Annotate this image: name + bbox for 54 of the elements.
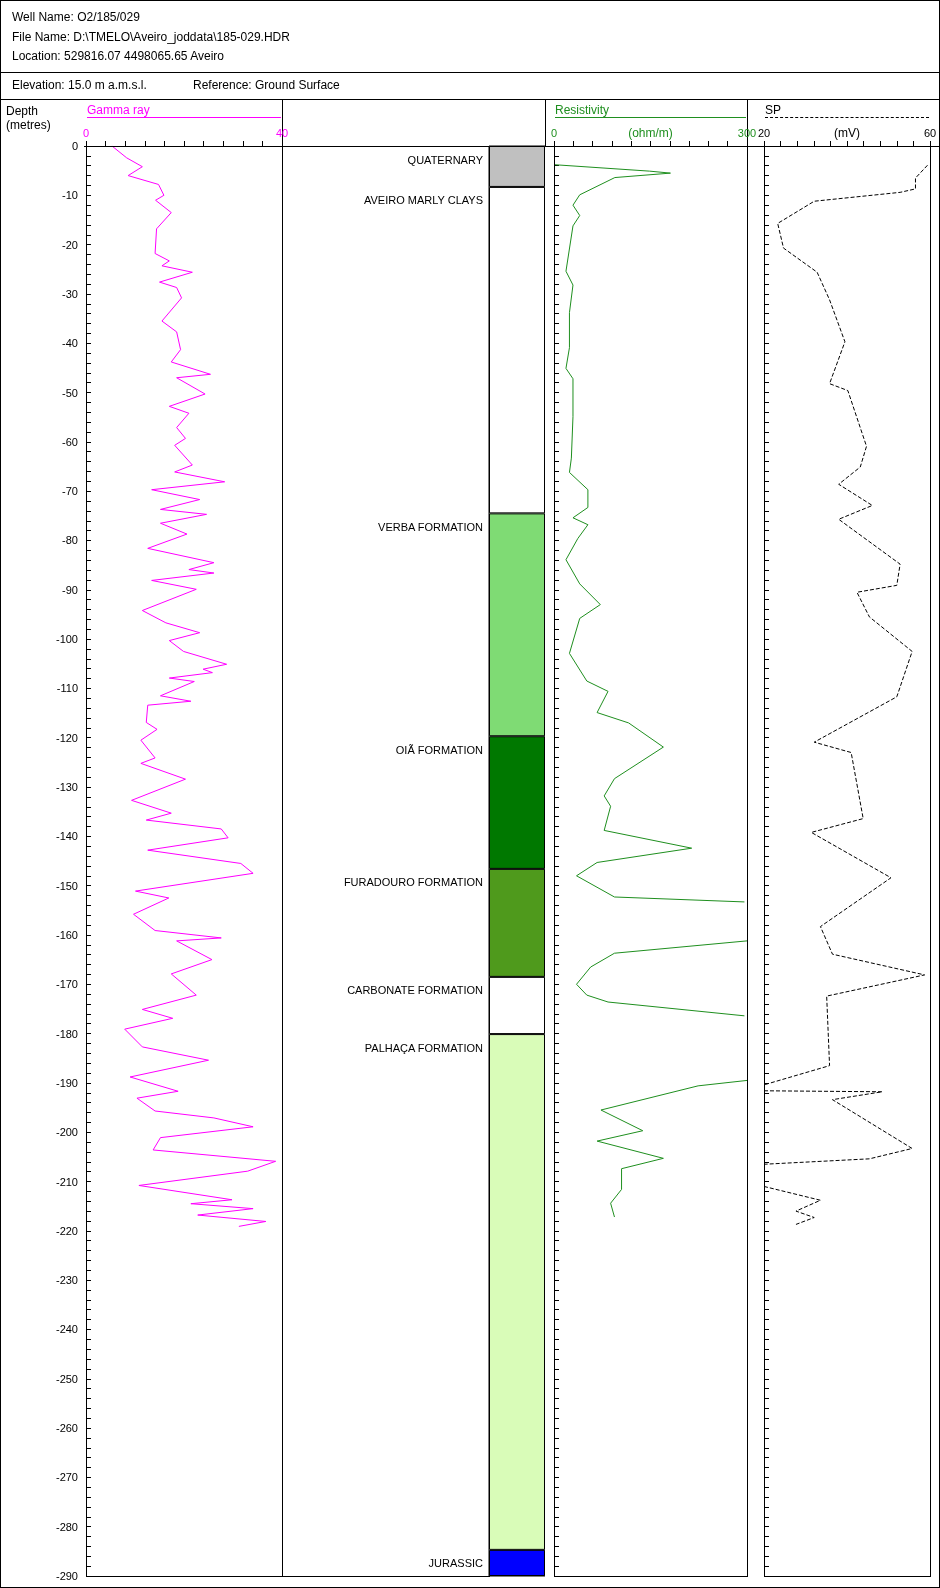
y-tick-label: -230 (55, 1274, 78, 1287)
y-tick-label: -160 (55, 928, 78, 941)
y-tick-label: -100 (55, 633, 78, 646)
y-tick-label: -190 (55, 1076, 78, 1089)
y-tick-label: -240 (55, 1323, 78, 1336)
line-series (111, 145, 277, 1227)
y-tick-label: -40 (62, 337, 78, 350)
chart-title: Well Name: O2/185/029 (12, 10, 140, 24)
x-axis-title: Gamma ray (87, 103, 281, 118)
text: Location: 529816.07 4498065.65 Aveiro (12, 49, 224, 63)
y-tick-label: -150 (55, 879, 78, 892)
series-label: VERBA FORMATION (378, 520, 484, 533)
series-label: QUATERNARY (407, 153, 484, 166)
y-tick-label: -60 (62, 435, 78, 448)
y-tick-label: -50 (62, 386, 78, 399)
y-tick-label: -90 (62, 583, 78, 596)
series-label: CARBONATE FORMATION (347, 984, 484, 997)
chart-subtitle: (mV) (834, 126, 860, 140)
y-tick-label: -170 (55, 978, 78, 991)
y-tick-label: -140 (55, 830, 78, 843)
text: File Name: D:\TMELO\Aveiro_joddata\185-029.HDR (12, 30, 290, 44)
y-tick-label: -200 (55, 1126, 78, 1139)
y-tick-label: -80 (62, 534, 78, 547)
y-tick-label: -30 (62, 287, 78, 300)
y-tick-label: -70 (62, 485, 78, 498)
chart-subtitle: (ohm/m) (628, 126, 673, 140)
y-tick-label: -130 (55, 781, 78, 794)
x-tick-label: 0 (82, 126, 90, 139)
y-tick-label: -210 (55, 1175, 78, 1188)
x-tick-label: 60 (923, 126, 937, 139)
y-tick-label: -250 (55, 1372, 78, 1385)
y-tick-label: -120 (55, 731, 78, 744)
y-tick-label: -20 (62, 238, 78, 251)
y-tick-label: -290 (55, 1570, 78, 1582)
x-tick-label: 20 (757, 126, 771, 139)
y-tick-label: 0 (71, 140, 78, 152)
y-tick-label: -280 (55, 1520, 78, 1533)
series-label: FURADOURO FORMATION (343, 876, 484, 889)
y-tick-label: -260 (55, 1422, 78, 1435)
x-axis-title: Resistivity (555, 103, 746, 118)
y-tick-label: -220 (55, 1224, 78, 1237)
series-label: JURASSIC (428, 1557, 484, 1570)
text: Reference: Ground Surface (193, 78, 340, 92)
y-tick-label: -110 (56, 682, 78, 695)
y-tick-label: -270 (55, 1471, 78, 1484)
y-axis-title: Depth (metres) (6, 104, 52, 132)
series-label: OIÃ FORMATION (395, 743, 484, 756)
y-tick-label: -180 (55, 1027, 78, 1040)
series-label: PALHAÇA FORMATION (364, 1041, 484, 1054)
text: Elevation: 15.0 m a.m.s.l. (12, 78, 147, 92)
x-tick-label: 0 (550, 126, 558, 139)
series-label: AVEIRO MARLY CLAYS (363, 194, 483, 207)
x-axis-title: SP (765, 103, 929, 118)
y-tick-label: -10 (62, 189, 78, 202)
